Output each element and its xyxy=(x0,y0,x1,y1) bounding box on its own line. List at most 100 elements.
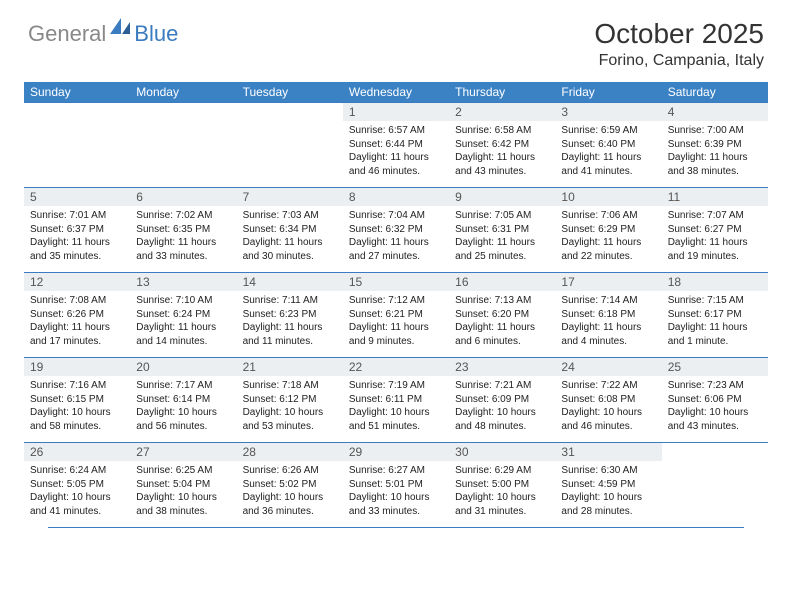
day-sunrise: Sunrise: 7:10 AM xyxy=(136,294,230,308)
day-cell: 3Sunrise: 6:59 AMSunset: 6:40 PMDaylight… xyxy=(555,103,661,187)
weekday-header: Sunday xyxy=(24,82,130,102)
day-sunrise: Sunrise: 6:59 AM xyxy=(561,124,655,138)
day-dl2: and 41 minutes. xyxy=(561,165,655,179)
day-dl1: Daylight: 11 hours xyxy=(349,236,443,250)
day-dl2: and 53 minutes. xyxy=(243,420,337,434)
day-sunset: Sunset: 5:02 PM xyxy=(243,478,337,492)
day-dl1: Daylight: 11 hours xyxy=(349,151,443,165)
day-dl1: Daylight: 10 hours xyxy=(30,406,124,420)
day-dl2: and 46 minutes. xyxy=(561,420,655,434)
day-dl2: and 56 minutes. xyxy=(136,420,230,434)
day-dl2: and 43 minutes. xyxy=(455,165,549,179)
day-details: Sunrise: 6:58 AMSunset: 6:42 PMDaylight:… xyxy=(449,121,555,182)
day-dl2: and 36 minutes. xyxy=(243,505,337,519)
day-dl2: and 27 minutes. xyxy=(349,250,443,264)
day-dl2: and 30 minutes. xyxy=(243,250,337,264)
day-sunrise: Sunrise: 7:21 AM xyxy=(455,379,549,393)
day-sunrise: Sunrise: 7:00 AM xyxy=(668,124,762,138)
day-number: 3 xyxy=(555,103,661,121)
day-dl1: Daylight: 11 hours xyxy=(349,321,443,335)
day-dl2: and 4 minutes. xyxy=(561,335,655,349)
day-dl1: Daylight: 11 hours xyxy=(561,321,655,335)
day-sunset: Sunset: 6:26 PM xyxy=(30,308,124,322)
day-cell: 10Sunrise: 7:06 AMSunset: 6:29 PMDayligh… xyxy=(555,188,661,272)
day-details: Sunrise: 7:04 AMSunset: 6:32 PMDaylight:… xyxy=(343,206,449,267)
title-block: October 2025 Forino, Campania, Italy xyxy=(594,18,764,70)
day-sunrise: Sunrise: 7:22 AM xyxy=(561,379,655,393)
day-number: 24 xyxy=(555,358,661,376)
day-sunset: Sunset: 6:35 PM xyxy=(136,223,230,237)
day-dl1: Daylight: 10 hours xyxy=(243,406,337,420)
day-details: Sunrise: 7:17 AMSunset: 6:14 PMDaylight:… xyxy=(130,376,236,437)
day-details: Sunrise: 7:03 AMSunset: 6:34 PMDaylight:… xyxy=(237,206,343,267)
day-sunrise: Sunrise: 6:26 AM xyxy=(243,464,337,478)
calendar: SundayMondayTuesdayWednesdayThursdayFrid… xyxy=(24,82,768,528)
day-cell xyxy=(130,103,236,187)
day-sunrise: Sunrise: 7:19 AM xyxy=(349,379,443,393)
day-number: 8 xyxy=(343,188,449,206)
day-sunset: Sunset: 5:01 PM xyxy=(349,478,443,492)
day-cell: 18Sunrise: 7:15 AMSunset: 6:17 PMDayligh… xyxy=(662,273,768,357)
day-number: 7 xyxy=(237,188,343,206)
day-details: Sunrise: 6:24 AMSunset: 5:05 PMDaylight:… xyxy=(24,461,130,522)
day-sunrise: Sunrise: 6:30 AM xyxy=(561,464,655,478)
logo-text-blue: Blue xyxy=(134,21,178,47)
day-details: Sunrise: 7:21 AMSunset: 6:09 PMDaylight:… xyxy=(449,376,555,437)
day-sunset: Sunset: 6:20 PM xyxy=(455,308,549,322)
day-details: Sunrise: 6:25 AMSunset: 5:04 PMDaylight:… xyxy=(130,461,236,522)
day-sunset: Sunset: 6:08 PM xyxy=(561,393,655,407)
day-dl1: Daylight: 10 hours xyxy=(136,406,230,420)
week-row: 5Sunrise: 7:01 AMSunset: 6:37 PMDaylight… xyxy=(24,187,768,272)
day-details: Sunrise: 7:15 AMSunset: 6:17 PMDaylight:… xyxy=(662,291,768,352)
day-cell: 27Sunrise: 6:25 AMSunset: 5:04 PMDayligh… xyxy=(130,443,236,527)
weekday-header: Wednesday xyxy=(343,82,449,102)
day-sunset: Sunset: 6:42 PM xyxy=(455,138,549,152)
day-dl2: and 25 minutes. xyxy=(455,250,549,264)
day-number: 17 xyxy=(555,273,661,291)
weekday-header: Friday xyxy=(555,82,661,102)
day-cell: 21Sunrise: 7:18 AMSunset: 6:12 PMDayligh… xyxy=(237,358,343,442)
day-number: 20 xyxy=(130,358,236,376)
day-dl2: and 46 minutes. xyxy=(349,165,443,179)
day-cell: 23Sunrise: 7:21 AMSunset: 6:09 PMDayligh… xyxy=(449,358,555,442)
day-sunset: Sunset: 6:14 PM xyxy=(136,393,230,407)
weekday-header-row: SundayMondayTuesdayWednesdayThursdayFrid… xyxy=(24,82,768,102)
weekday-header: Thursday xyxy=(449,82,555,102)
day-cell xyxy=(24,103,130,187)
day-cell: 6Sunrise: 7:02 AMSunset: 6:35 PMDaylight… xyxy=(130,188,236,272)
day-dl2: and 35 minutes. xyxy=(30,250,124,264)
day-number: 26 xyxy=(24,443,130,461)
day-dl1: Daylight: 10 hours xyxy=(561,406,655,420)
day-dl2: and 43 minutes. xyxy=(668,420,762,434)
day-dl2: and 38 minutes. xyxy=(668,165,762,179)
day-details: Sunrise: 7:07 AMSunset: 6:27 PMDaylight:… xyxy=(662,206,768,267)
day-dl1: Daylight: 11 hours xyxy=(136,321,230,335)
day-sunrise: Sunrise: 7:03 AM xyxy=(243,209,337,223)
day-cell: 14Sunrise: 7:11 AMSunset: 6:23 PMDayligh… xyxy=(237,273,343,357)
day-cell: 2Sunrise: 6:58 AMSunset: 6:42 PMDaylight… xyxy=(449,103,555,187)
day-dl2: and 22 minutes. xyxy=(561,250,655,264)
day-cell: 26Sunrise: 6:24 AMSunset: 5:05 PMDayligh… xyxy=(24,443,130,527)
day-cell: 30Sunrise: 6:29 AMSunset: 5:00 PMDayligh… xyxy=(449,443,555,527)
day-dl2: and 11 minutes. xyxy=(243,335,337,349)
day-sunrise: Sunrise: 6:29 AM xyxy=(455,464,549,478)
day-cell: 16Sunrise: 7:13 AMSunset: 6:20 PMDayligh… xyxy=(449,273,555,357)
footer-rule xyxy=(48,527,744,528)
day-dl2: and 51 minutes. xyxy=(349,420,443,434)
day-number: 28 xyxy=(237,443,343,461)
day-number: 14 xyxy=(237,273,343,291)
day-cell: 4Sunrise: 7:00 AMSunset: 6:39 PMDaylight… xyxy=(662,103,768,187)
day-details: Sunrise: 7:18 AMSunset: 6:12 PMDaylight:… xyxy=(237,376,343,437)
day-sunset: Sunset: 6:21 PM xyxy=(349,308,443,322)
day-sunrise: Sunrise: 7:05 AM xyxy=(455,209,549,223)
day-details: Sunrise: 7:23 AMSunset: 6:06 PMDaylight:… xyxy=(662,376,768,437)
weekday-header: Monday xyxy=(130,82,236,102)
day-cell: 17Sunrise: 7:14 AMSunset: 6:18 PMDayligh… xyxy=(555,273,661,357)
day-cell: 31Sunrise: 6:30 AMSunset: 4:59 PMDayligh… xyxy=(555,443,661,527)
day-sunrise: Sunrise: 7:11 AM xyxy=(243,294,337,308)
day-sunset: Sunset: 6:39 PM xyxy=(668,138,762,152)
day-cell xyxy=(662,443,768,527)
day-details: Sunrise: 7:02 AMSunset: 6:35 PMDaylight:… xyxy=(130,206,236,267)
day-sunset: Sunset: 6:40 PM xyxy=(561,138,655,152)
day-number: 29 xyxy=(343,443,449,461)
